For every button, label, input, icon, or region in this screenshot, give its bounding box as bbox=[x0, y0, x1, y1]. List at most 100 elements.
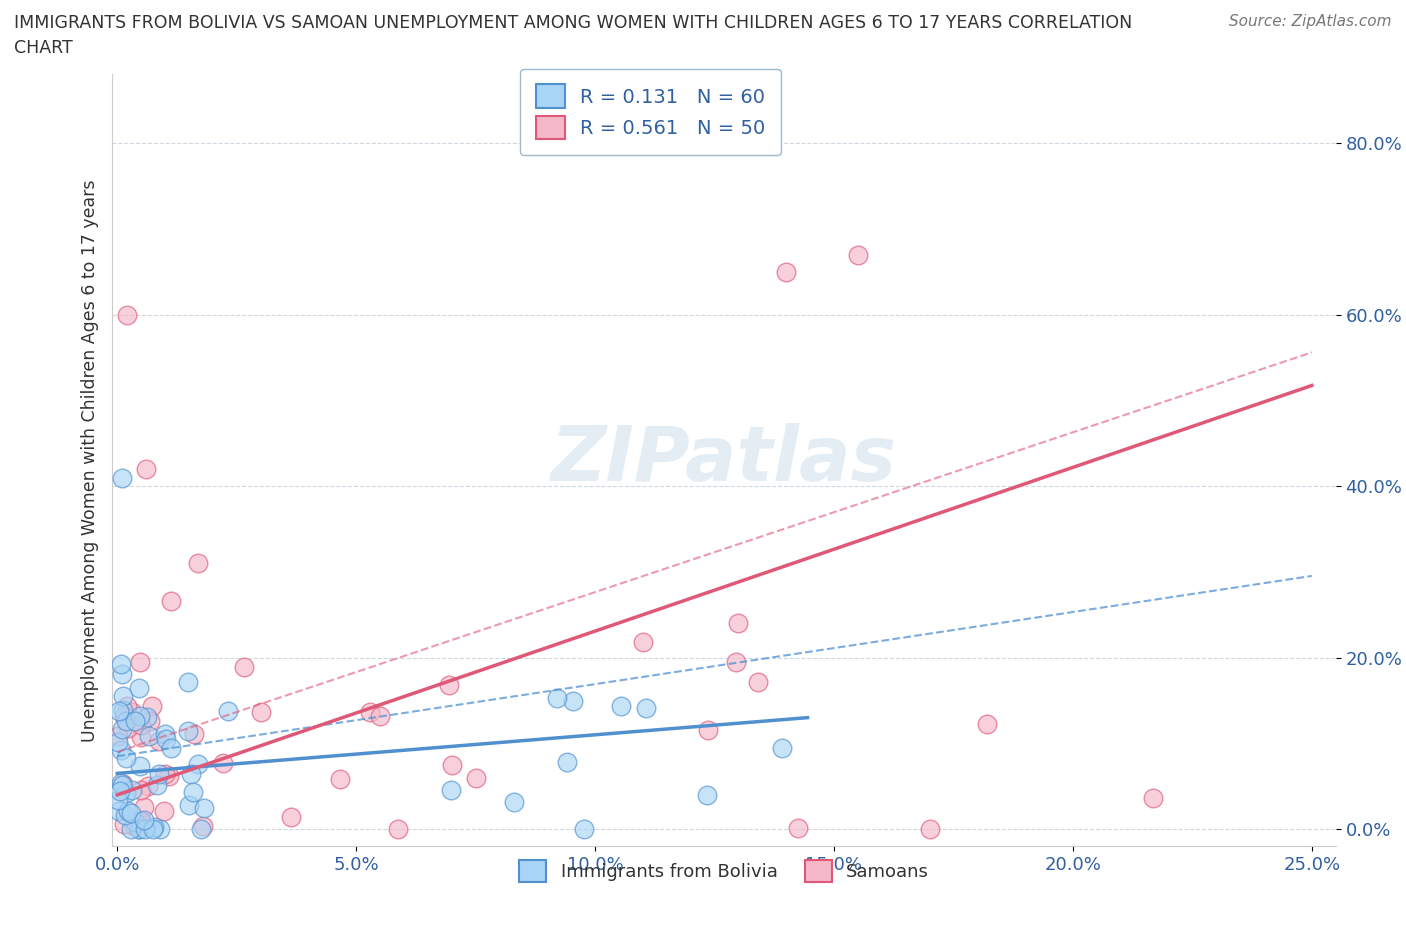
Point bbox=[359, 704, 381, 719]
Point bbox=[129, 654, 152, 669]
Point bbox=[115, 713, 138, 728]
Legend: Immigrants from Bolivia, Samoans: Immigrants from Bolivia, Samoans bbox=[510, 851, 938, 891]
Point bbox=[128, 758, 150, 773]
Point bbox=[117, 721, 139, 736]
Point bbox=[155, 726, 177, 741]
Point bbox=[138, 728, 160, 743]
Point bbox=[134, 813, 156, 828]
Point bbox=[179, 798, 201, 813]
Point bbox=[111, 722, 134, 737]
Point bbox=[976, 716, 998, 731]
Point bbox=[546, 691, 568, 706]
Point bbox=[190, 822, 212, 837]
Point bbox=[129, 730, 152, 745]
Point bbox=[775, 264, 797, 279]
Point bbox=[180, 766, 202, 781]
Point bbox=[724, 654, 747, 669]
Point bbox=[562, 693, 585, 708]
Point bbox=[135, 710, 157, 724]
Point bbox=[155, 732, 177, 747]
Point bbox=[131, 813, 153, 828]
Point bbox=[555, 755, 578, 770]
Point bbox=[329, 772, 352, 787]
Point bbox=[148, 734, 170, 749]
Point bbox=[177, 724, 200, 738]
Point bbox=[141, 698, 163, 713]
Point bbox=[128, 822, 150, 837]
Point bbox=[153, 766, 176, 781]
Point bbox=[107, 734, 129, 749]
Point bbox=[232, 659, 254, 674]
Point bbox=[135, 461, 157, 476]
Point bbox=[440, 757, 463, 772]
Point bbox=[111, 688, 134, 703]
Point bbox=[120, 822, 142, 837]
Text: CHART: CHART bbox=[14, 39, 73, 57]
Point bbox=[129, 782, 152, 797]
Point bbox=[111, 666, 134, 681]
Point bbox=[136, 778, 159, 793]
Point bbox=[464, 770, 486, 785]
Point bbox=[177, 674, 200, 689]
Point bbox=[110, 776, 132, 790]
Point bbox=[572, 822, 595, 837]
Point bbox=[114, 786, 136, 801]
Point bbox=[187, 556, 209, 571]
Point bbox=[193, 818, 215, 833]
Point bbox=[108, 784, 131, 799]
Point bbox=[153, 804, 176, 818]
Point bbox=[111, 778, 134, 793]
Point bbox=[115, 751, 138, 766]
Point bbox=[110, 657, 132, 671]
Point bbox=[128, 822, 150, 837]
Point bbox=[107, 729, 129, 744]
Point bbox=[634, 700, 657, 715]
Point bbox=[111, 777, 134, 791]
Point bbox=[128, 681, 150, 696]
Point bbox=[387, 822, 409, 837]
Point bbox=[108, 704, 131, 719]
Point bbox=[114, 808, 136, 823]
Point bbox=[437, 678, 460, 693]
Point bbox=[124, 815, 146, 830]
Point bbox=[157, 768, 180, 783]
Point bbox=[107, 792, 129, 807]
Point bbox=[121, 783, 143, 798]
Point bbox=[183, 726, 205, 741]
Y-axis label: Unemployment Among Women with Children Ages 6 to 17 years: Unemployment Among Women with Children A… bbox=[80, 179, 98, 741]
Point bbox=[107, 804, 129, 818]
Point bbox=[918, 822, 941, 837]
Point bbox=[440, 783, 463, 798]
Point bbox=[139, 713, 162, 728]
Point bbox=[115, 699, 138, 714]
Point bbox=[697, 723, 720, 737]
Point bbox=[610, 698, 633, 713]
Point bbox=[747, 674, 769, 689]
Point bbox=[368, 709, 391, 724]
Point bbox=[111, 703, 134, 718]
Point bbox=[142, 822, 165, 837]
Point bbox=[129, 814, 152, 829]
Point bbox=[696, 788, 718, 803]
Point bbox=[143, 820, 166, 835]
Point bbox=[770, 740, 793, 755]
Point bbox=[193, 801, 215, 816]
Text: ZIPatlas: ZIPatlas bbox=[551, 423, 897, 498]
Point bbox=[846, 247, 869, 262]
Text: Source: ZipAtlas.com: Source: ZipAtlas.com bbox=[1229, 14, 1392, 29]
Point bbox=[503, 794, 526, 809]
Point bbox=[112, 708, 135, 723]
Point bbox=[111, 470, 134, 485]
Point bbox=[129, 718, 152, 733]
Point bbox=[212, 756, 235, 771]
Point bbox=[117, 804, 139, 818]
Point bbox=[160, 741, 183, 756]
Point bbox=[145, 777, 167, 792]
Point bbox=[128, 709, 150, 724]
Point bbox=[280, 810, 302, 825]
Point bbox=[149, 822, 172, 837]
Point bbox=[124, 714, 146, 729]
Text: IMMIGRANTS FROM BOLIVIA VS SAMOAN UNEMPLOYMENT AMONG WOMEN WITH CHILDREN AGES 6 : IMMIGRANTS FROM BOLIVIA VS SAMOAN UNEMPL… bbox=[14, 14, 1132, 32]
Point bbox=[112, 817, 135, 831]
Point bbox=[187, 756, 209, 771]
